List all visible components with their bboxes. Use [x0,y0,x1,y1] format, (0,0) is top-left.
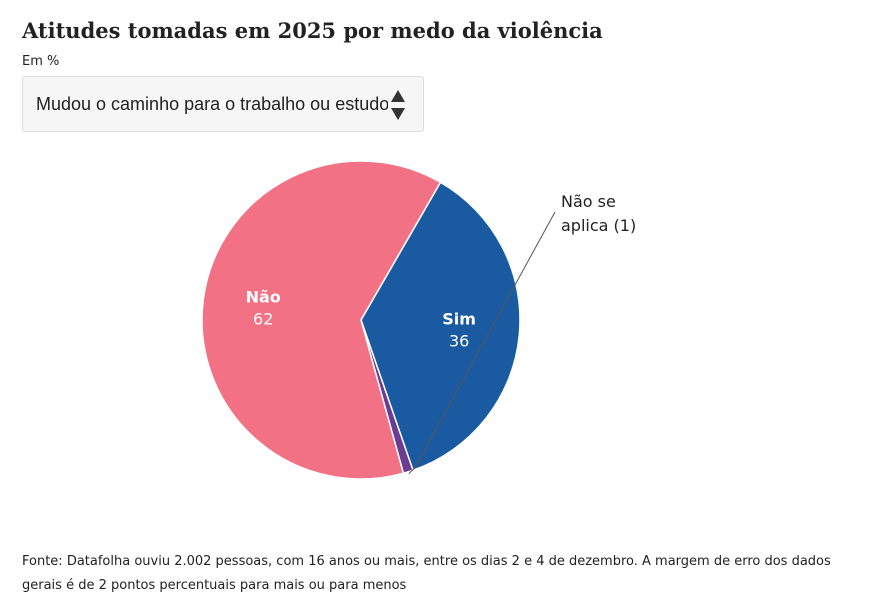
pie-chart: Sim 36 Não 62 Não se aplica (1) [201,160,636,480]
pie-slice-n-o [201,160,442,480]
pie-slice-sim [360,181,521,472]
slice-value-sim: 36 [449,331,469,350]
callout-label-nao-se-aplica-line2: aplica (1) [561,216,636,235]
slice-value-n-o: 62 [253,310,273,329]
slice-label-n-o: Não [246,288,281,307]
chart-title: Atitudes tomadas em 2025 por medo da vio… [22,18,603,43]
up-down-arrows-icon [391,90,405,120]
attitude-select[interactable]: Mudou o caminho para o trabalho ou estud… [22,76,424,132]
attitude-select-value: Mudou o caminho para o trabalho ou estud… [36,94,388,114]
source-note: Fonte: Datafolha ouviu 2.002 pessoas, co… [22,554,831,593]
callout-line-nao-se-aplica [408,211,556,475]
chart-subtitle: Em % [22,54,60,69]
slice-label-sim: Sim [442,309,476,328]
callout-label-nao-se-aplica-line1: Não se [561,192,616,211]
